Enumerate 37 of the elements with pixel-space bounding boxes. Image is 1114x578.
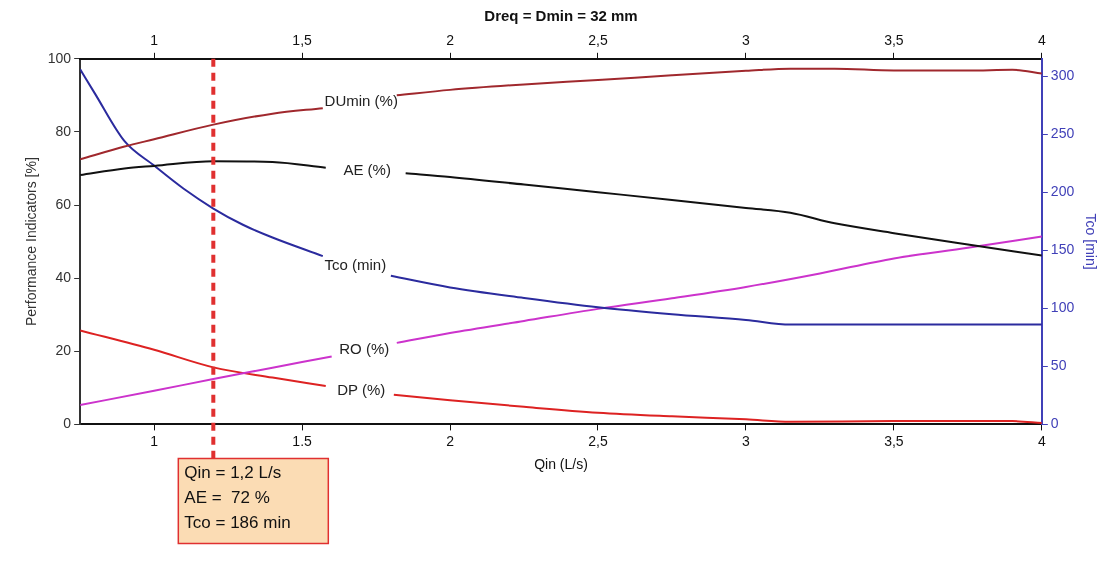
y-tick-label: 0 bbox=[63, 415, 72, 432]
x-tick-label: 3 bbox=[742, 432, 751, 449]
x2-tick-label: 3,5 bbox=[884, 32, 904, 49]
y2-axis-title: Tco [min] bbox=[1082, 213, 1099, 270]
x-tick-label: 2 bbox=[446, 432, 455, 449]
y-tick-label: 80 bbox=[55, 122, 72, 139]
ref-line-label: Qin = 1,2 L/s AE = 72 % Tco = 186 min bbox=[184, 462, 291, 532]
x-tick-label: 1 bbox=[150, 432, 159, 449]
x2-tick-label: 1 bbox=[150, 32, 159, 49]
x2-tick-label: 4 bbox=[1037, 32, 1046, 49]
y-axis-title: Performance Indicators [%] bbox=[23, 157, 40, 327]
x2-tick-label: 2,5 bbox=[588, 32, 608, 49]
y2-tick-label: 300 bbox=[1050, 67, 1075, 84]
y2-tick-label: 200 bbox=[1050, 183, 1075, 200]
x-tick-label: 4 bbox=[1037, 432, 1046, 449]
series-label: DUmin (%) bbox=[324, 91, 398, 109]
x2-tick-label: 2 bbox=[446, 32, 455, 49]
x2-tick-label: 1,5 bbox=[292, 32, 313, 49]
y2-tick-label: 150 bbox=[1050, 241, 1075, 258]
x2-tick-label: 3 bbox=[742, 32, 751, 49]
y-tick-label: 40 bbox=[55, 269, 72, 286]
y-tick-label: 60 bbox=[55, 195, 72, 212]
series-label: AE (%) bbox=[343, 160, 391, 178]
x-axis-title: Qin (L/s) bbox=[534, 456, 588, 473]
y-tick-label: 20 bbox=[55, 342, 72, 359]
series-label: RO (%) bbox=[339, 339, 390, 357]
chart-title: Dreq = Dmin = 32 mm bbox=[484, 7, 638, 25]
x-tick-label: 2,5 bbox=[588, 432, 608, 449]
x-tick-label: 3,5 bbox=[884, 432, 904, 449]
series-label: DP (%) bbox=[337, 380, 386, 398]
y-tick-label: 100 bbox=[47, 49, 72, 66]
y2-tick-label: 100 bbox=[1050, 299, 1075, 316]
y2-tick-label: 250 bbox=[1050, 125, 1075, 142]
series-label: Tco (min) bbox=[324, 256, 387, 274]
y2-tick-label: 0 bbox=[1050, 415, 1059, 432]
y2-tick-label: 50 bbox=[1050, 357, 1067, 374]
x-tick-label: 1.5 bbox=[292, 432, 313, 449]
